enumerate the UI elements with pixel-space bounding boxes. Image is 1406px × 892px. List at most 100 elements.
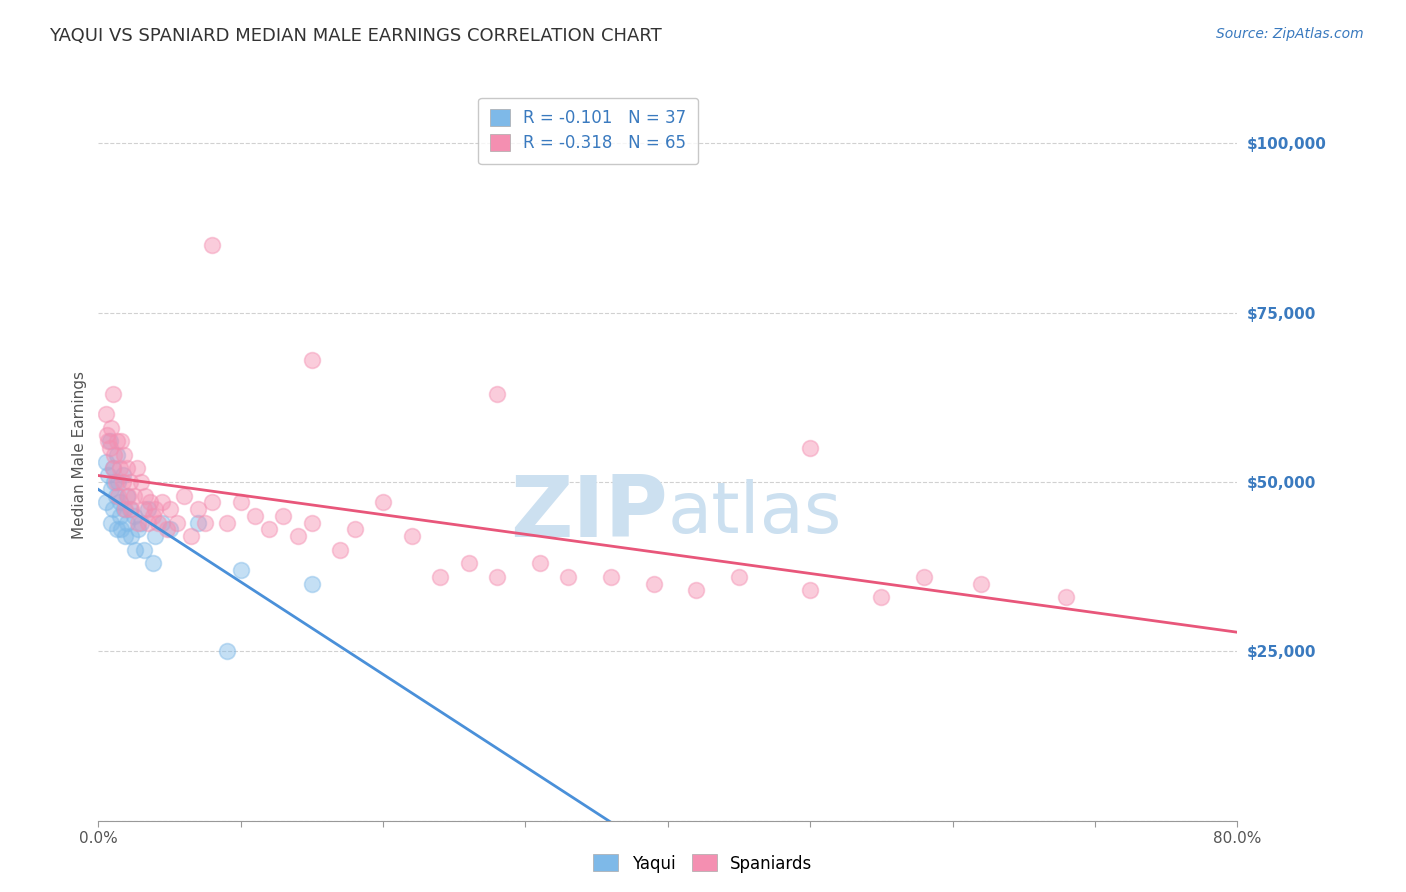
Point	[118, 502, 141, 516]
Text: YAQUI VS SPANIARD MEDIAN MALE EARNINGS CORRELATION CHART: YAQUI VS SPANIARD MEDIAN MALE EARNINGS C…	[49, 27, 662, 45]
Point	[129, 475, 152, 489]
Text: atlas: atlas	[668, 479, 842, 548]
Point	[124, 542, 146, 557]
Point	[94, 407, 117, 421]
Point	[429, 570, 451, 584]
Point	[132, 542, 155, 557]
Point	[101, 502, 124, 516]
Point	[301, 576, 323, 591]
Point	[145, 502, 167, 516]
Point	[799, 441, 821, 455]
Point	[970, 576, 993, 591]
Point	[329, 542, 352, 557]
Point	[105, 523, 128, 537]
Point	[118, 475, 141, 489]
Point	[141, 508, 163, 523]
Point	[215, 516, 238, 530]
Point	[148, 516, 170, 530]
Point	[173, 489, 195, 503]
Point	[111, 468, 134, 483]
Point	[120, 529, 142, 543]
Point	[105, 448, 128, 462]
Point	[287, 529, 309, 543]
Point	[457, 556, 479, 570]
Point	[98, 434, 121, 449]
Point	[401, 529, 423, 543]
Point	[259, 523, 281, 537]
Point	[125, 461, 148, 475]
Text: Source: ZipAtlas.com: Source: ZipAtlas.com	[1216, 27, 1364, 41]
Point	[136, 502, 159, 516]
Point	[343, 523, 366, 537]
Point	[1056, 590, 1078, 604]
Point	[728, 570, 751, 584]
Point	[107, 489, 129, 503]
Point	[136, 516, 159, 530]
Point	[243, 508, 266, 523]
Point	[103, 475, 125, 489]
Point	[94, 455, 117, 469]
Legend: R = -0.101   N = 37, R = -0.318   N = 65: R = -0.101 N = 37, R = -0.318 N = 65	[478, 97, 697, 164]
Point	[115, 489, 138, 503]
Point	[201, 495, 224, 509]
Point	[110, 434, 132, 449]
Point	[685, 583, 707, 598]
Point	[152, 516, 174, 530]
Point	[194, 516, 217, 530]
Point	[373, 495, 395, 509]
Point	[107, 475, 129, 489]
Point	[110, 523, 132, 537]
Point	[180, 529, 202, 543]
Text: ZIP: ZIP	[510, 472, 668, 555]
Point	[912, 570, 935, 584]
Point	[159, 523, 181, 537]
Point	[98, 441, 121, 455]
Point	[273, 508, 295, 523]
Point	[486, 387, 509, 401]
Point	[111, 475, 134, 489]
Point	[104, 475, 127, 489]
Point	[301, 516, 323, 530]
Point	[103, 448, 125, 462]
Point	[115, 516, 138, 530]
Point	[100, 482, 122, 496]
Point	[870, 590, 893, 604]
Point	[101, 387, 124, 401]
Point	[486, 570, 509, 584]
Point	[134, 489, 156, 503]
Point	[120, 502, 142, 516]
Point	[108, 508, 131, 523]
Point	[100, 421, 122, 435]
Point	[229, 563, 252, 577]
Point	[127, 523, 149, 537]
Point	[557, 570, 579, 584]
Point	[114, 529, 136, 543]
Point	[159, 502, 181, 516]
Point	[94, 495, 117, 509]
Point	[229, 495, 252, 509]
Point	[117, 489, 139, 503]
Point	[108, 461, 131, 475]
Point	[166, 516, 188, 530]
Point	[127, 516, 149, 530]
Point	[97, 468, 120, 483]
Point	[201, 238, 224, 252]
Point	[215, 644, 238, 658]
Point	[643, 576, 665, 591]
Point	[108, 495, 131, 509]
Point	[104, 489, 127, 503]
Point	[138, 495, 160, 509]
Point	[114, 502, 136, 516]
Point	[115, 461, 138, 475]
Point	[156, 523, 179, 537]
Point	[152, 495, 174, 509]
Point	[105, 434, 128, 449]
Point	[145, 529, 167, 543]
Point	[101, 461, 124, 475]
Point	[187, 502, 209, 516]
Point	[100, 516, 122, 530]
Point	[129, 516, 152, 530]
Point	[301, 353, 323, 368]
Point	[187, 516, 209, 530]
Point	[112, 502, 135, 516]
